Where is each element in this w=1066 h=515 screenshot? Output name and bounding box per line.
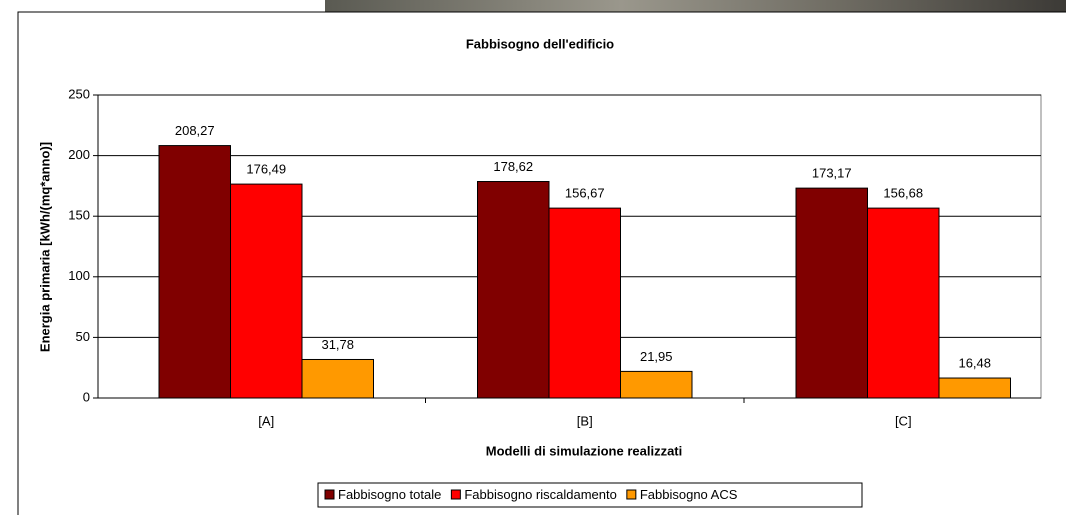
legend-swatch [626,489,637,500]
x-axis-title: Modelli di simulazione realizzati [486,443,683,458]
data-label: 16,48 [958,355,991,370]
data-label: 156,68 [883,186,923,201]
x-tick-label: [C] [895,413,912,428]
y-tick-label: 0 [83,389,90,404]
bar [230,183,303,399]
x-tick-label: [A] [258,413,274,428]
y-tick-label: 100 [68,268,90,283]
legend [317,482,863,508]
data-label: 31,78 [321,337,354,352]
data-label: 156,67 [565,186,605,201]
y-axis-title: Energia primaria [kWh/(mq*anno)] [37,142,52,352]
data-label: 176,49 [246,162,286,177]
legend-label: Fabbisogno totale [338,487,441,502]
x-tick-label: [B] [577,413,593,428]
bar [548,207,621,399]
legend-swatch [450,489,461,500]
bar [158,145,231,399]
y-tick-label: 200 [68,147,90,162]
data-label: 173,17 [812,166,852,181]
y-tick-label: 150 [68,208,90,223]
data-label: 21,95 [640,349,673,364]
bar [301,358,374,399]
data-label: 178,62 [493,159,533,174]
bar [477,181,550,399]
background-photo [325,0,1066,12]
chart-title: Fabbisogno dell'edificio [466,36,614,51]
bar [938,377,1011,399]
y-tick-label: 50 [76,329,90,344]
legend-label: Fabbisogno ACS [640,487,738,502]
legend-label: Fabbisogno riscaldamento [464,487,616,502]
bar [795,187,868,399]
chart-frame [17,11,1066,515]
y-tick-label: 250 [68,86,90,101]
data-label: 208,27 [175,123,215,138]
legend-swatch [324,489,335,500]
bar [620,370,693,399]
bar [867,207,940,399]
